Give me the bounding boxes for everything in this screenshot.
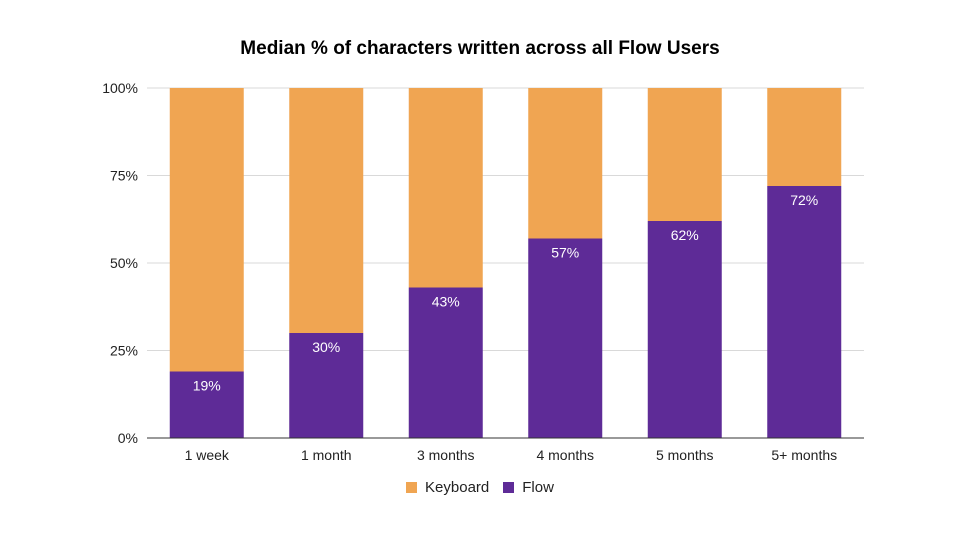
bar-keyboard <box>289 88 364 333</box>
x-tick-label: 4 months <box>536 447 594 463</box>
legend-swatch-flow <box>503 482 515 493</box>
y-tick-label: 25% <box>110 343 138 359</box>
legend-label-keyboard: Keyboard <box>425 479 490 496</box>
bar-keyboard <box>169 88 244 372</box>
bar-keyboard <box>408 88 483 288</box>
x-tick-label: 1 week <box>185 447 230 463</box>
chart-title: Median % of characters written across al… <box>240 38 720 59</box>
x-tick-label: 1 month <box>301 447 352 463</box>
data-label: 57% <box>551 245 579 261</box>
data-label: 43% <box>432 294 460 310</box>
bar-keyboard <box>647 88 722 221</box>
bar-flow <box>169 371 244 438</box>
bar-flow <box>289 333 364 438</box>
legend-swatch-keyboard <box>406 482 418 493</box>
bar-keyboard <box>767 88 842 186</box>
legend: Keyboard Flow <box>0 479 960 496</box>
data-label: 30% <box>312 339 340 355</box>
y-tick-label: 50% <box>110 255 138 271</box>
x-tick-label: 3 months <box>417 447 475 463</box>
data-label: 62% <box>671 227 699 243</box>
legend-label-flow: Flow <box>522 479 554 496</box>
y-tick-label: 75% <box>110 168 138 184</box>
data-label: 19% <box>193 378 221 394</box>
bar-flow <box>408 287 483 438</box>
y-tick-label: 100% <box>102 80 138 96</box>
y-tick-label: 0% <box>118 430 138 446</box>
legend-item-flow: Flow <box>503 479 554 496</box>
bar-flow <box>647 221 722 438</box>
bar-flow <box>528 238 603 438</box>
x-tick-label: 5 months <box>656 447 714 463</box>
bar-keyboard <box>528 88 603 239</box>
x-tick-label: 5+ months <box>771 447 837 463</box>
legend-item-keyboard: Keyboard <box>406 479 489 496</box>
bar-flow <box>767 186 842 438</box>
data-label: 72% <box>790 192 818 208</box>
